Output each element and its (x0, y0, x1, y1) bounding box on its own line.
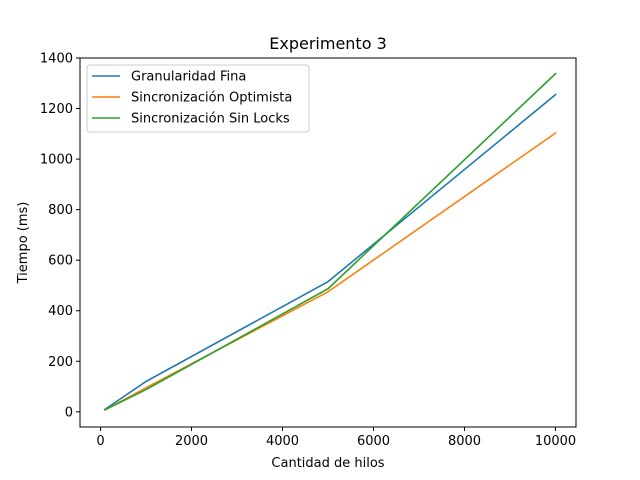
y-tick-label: 800 (48, 203, 73, 218)
y-axis-label: Tiempo (ms) (16, 202, 31, 285)
y-tick-label: 0 (65, 405, 73, 420)
legend-label: Granularidad Fina (131, 70, 246, 85)
legend-label: Sincronización Sin Locks (131, 112, 290, 127)
series-line-3 (103, 72, 557, 411)
series-line-1 (103, 93, 557, 411)
x-axis: 0 2000 4000 6000 8000 10000 (96, 427, 576, 449)
x-tick-label: 8000 (448, 434, 481, 449)
x-axis-label: Cantidad de hilos (271, 456, 384, 471)
x-tick-label: 6000 (357, 434, 390, 449)
x-tick-label: 0 (96, 434, 104, 449)
x-tick-label: 10000 (535, 434, 576, 449)
y-tick-label: 1200 (40, 102, 73, 117)
y-tick-label: 600 (48, 254, 73, 269)
chart-title: Experimento 3 (269, 34, 387, 53)
y-tick-label: 400 (48, 304, 73, 319)
plot-frame (79, 57, 577, 428)
y-tick-label: 1000 (40, 153, 73, 168)
x-tick-label: 4000 (266, 434, 299, 449)
y-axis: 0 200 400 600 800 1000 1200 1400 (40, 52, 80, 420)
x-tick-label: 2000 (175, 434, 208, 449)
legend-label: Sincronización Optimista (131, 91, 292, 106)
legend: Granularidad Fina Sincronización Optimist… (86, 64, 310, 133)
y-tick-label: 200 (48, 355, 73, 370)
legend-box (86, 64, 310, 133)
y-tick-label: 1400 (40, 52, 73, 67)
series-layer (103, 72, 557, 411)
